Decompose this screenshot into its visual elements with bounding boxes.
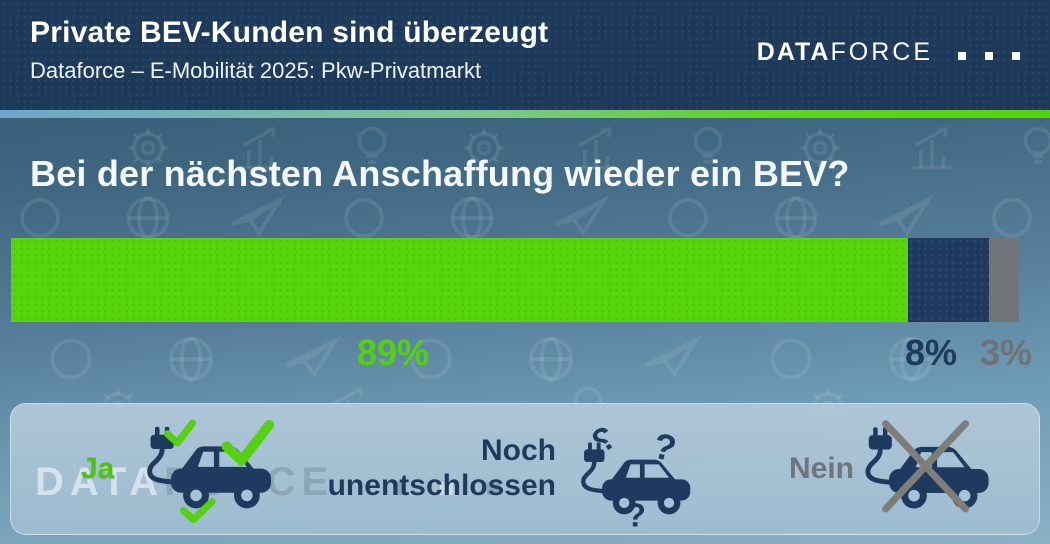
dataforce-logo: DATA FORCE bbox=[757, 38, 1020, 67]
page-title: Private BEV-Kunden sind überzeugt bbox=[30, 16, 549, 49]
electric-car-checkmarks-icon bbox=[137, 419, 275, 524]
svg-text:?: ? bbox=[626, 498, 646, 535]
bar-segment-nein bbox=[988, 238, 1019, 322]
page-subtitle: Dataforce – E-Mobilität 2025: Pkw-Privat… bbox=[30, 58, 482, 83]
legend-label-nein: Nein bbox=[789, 452, 855, 485]
electric-car-crossed-icon bbox=[859, 420, 1001, 513]
logo-text-bold: DATA bbox=[756, 38, 831, 66]
stacked-bar-chart bbox=[11, 238, 1019, 322]
value-label-unentschlossen: 8% bbox=[904, 332, 958, 373]
bar-segment-ja bbox=[11, 238, 909, 322]
legend-label-unentschlossen: Noch unentschlossen bbox=[327, 434, 556, 502]
bar-segment-unentschlossen bbox=[908, 238, 989, 322]
electric-car-questionmarks-icon: ? ? ? bbox=[577, 419, 695, 535]
value-label-nein: 3% bbox=[979, 332, 1033, 373]
header: Private BEV-Kunden sind überzeugt Datafo… bbox=[0, 0, 1050, 110]
value-label-ja: 89% bbox=[356, 332, 430, 373]
accent-divider bbox=[0, 110, 1050, 118]
logo-squares-icon bbox=[939, 52, 1020, 60]
svg-text:?: ? bbox=[649, 425, 680, 470]
header-text: Private BEV-Kunden sind überzeugt Datafo… bbox=[30, 16, 548, 84]
question-heading: Bei der nächsten Anschaffung wieder ein … bbox=[30, 153, 850, 194]
legend-label-ja: Ja bbox=[81, 452, 115, 485]
logo-text-light: FORCE bbox=[830, 38, 933, 66]
